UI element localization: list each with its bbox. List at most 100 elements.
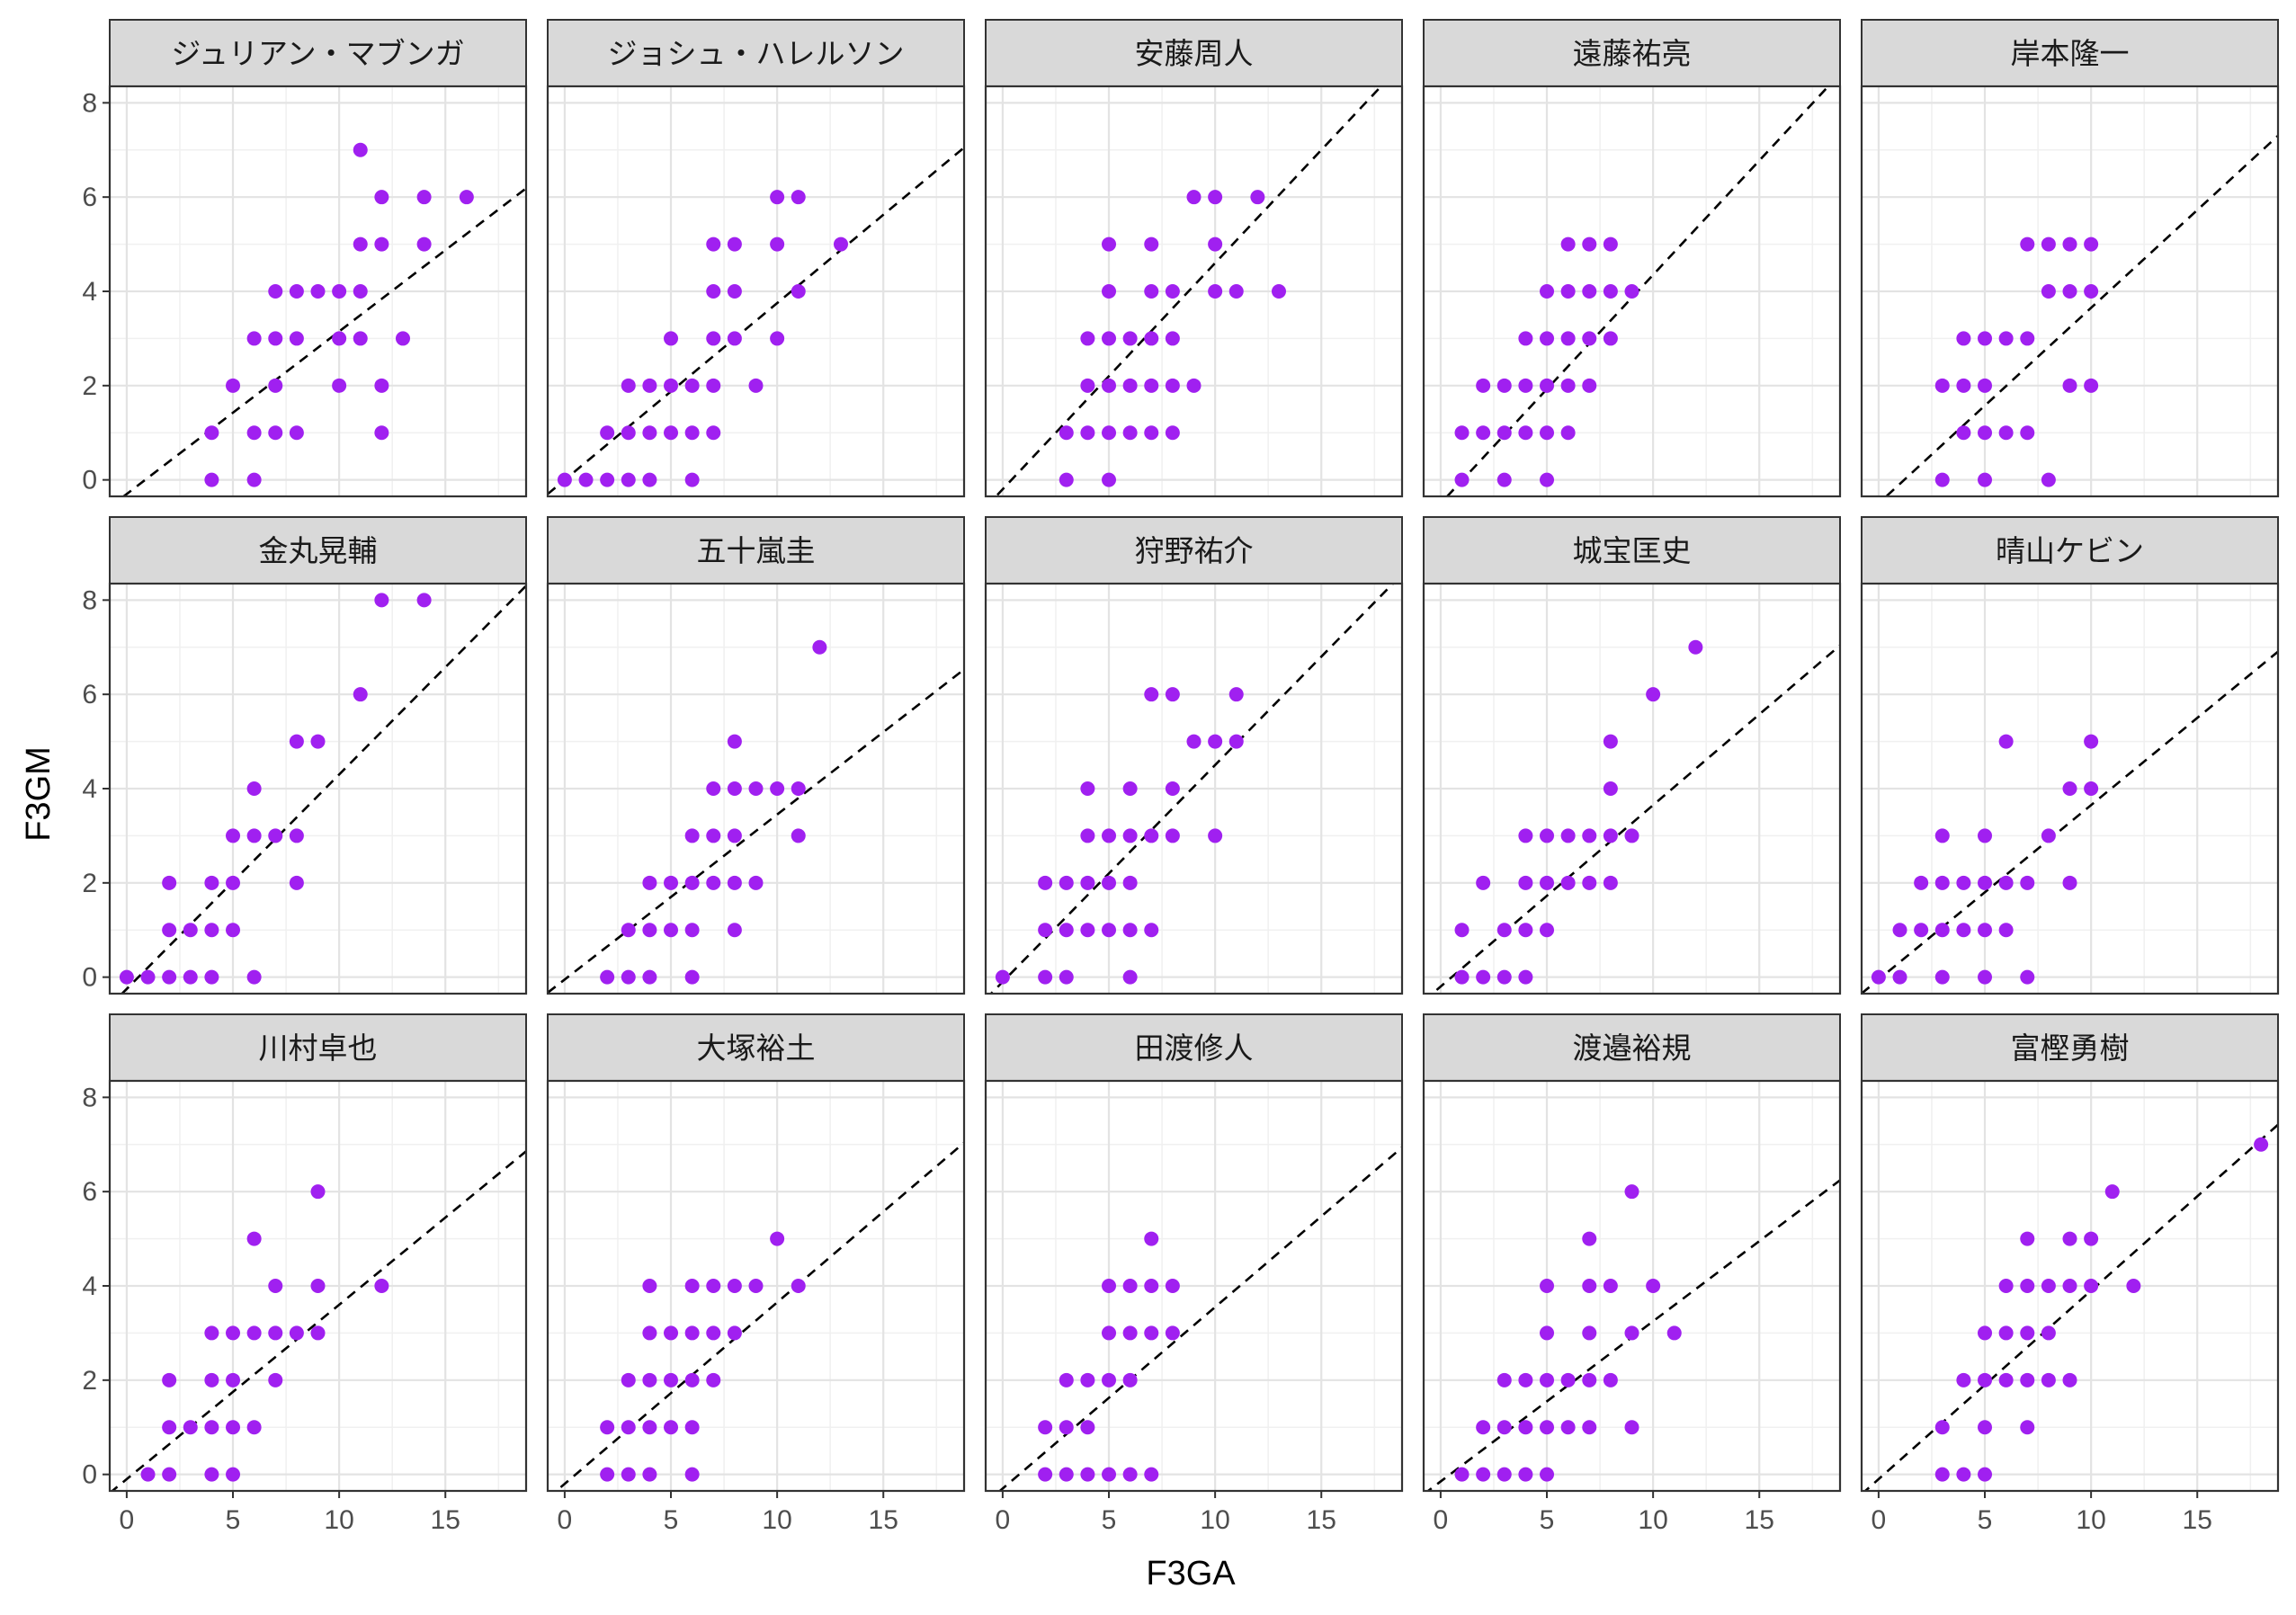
data-point <box>621 472 636 487</box>
data-point <box>1582 1231 1597 1246</box>
data-point <box>1038 875 1053 890</box>
data-point <box>1038 969 1053 985</box>
data-point <box>1978 1372 1993 1387</box>
y-tick-label: 8 <box>82 585 97 615</box>
points <box>1871 734 2099 985</box>
data-point <box>1059 969 1074 985</box>
data-point <box>268 378 283 393</box>
data-point <box>706 875 721 890</box>
data-point <box>2020 236 2035 252</box>
data-point <box>600 1467 615 1482</box>
data-point <box>1454 1467 1470 1482</box>
data-point <box>2020 331 2035 346</box>
data-point <box>1208 734 1223 749</box>
y-tick-label: 8 <box>82 1083 97 1112</box>
data-point <box>770 190 785 205</box>
y-tick-label: 2 <box>82 1366 97 1396</box>
data-point <box>664 875 679 890</box>
data-point <box>2020 425 2035 441</box>
data-point <box>1603 781 1618 796</box>
data-point <box>727 1325 742 1341</box>
data-point <box>1998 734 2014 749</box>
data-point <box>1540 828 1555 843</box>
data-point <box>1934 828 1950 843</box>
data-point <box>374 378 389 393</box>
data-point <box>812 639 827 655</box>
data-point <box>1560 828 1576 843</box>
data-point <box>162 1372 177 1387</box>
data-point <box>204 1420 219 1435</box>
data-point <box>621 1420 636 1435</box>
data-point <box>684 828 700 843</box>
data-point <box>600 969 615 985</box>
data-point <box>706 425 721 441</box>
data-point <box>2062 1279 2077 1293</box>
data-point <box>706 1279 721 1293</box>
data-point <box>1144 923 1159 938</box>
data-point <box>2126 1279 2141 1293</box>
data-point <box>1978 1467 1993 1482</box>
data-point <box>1560 236 1576 252</box>
data-point <box>353 236 368 252</box>
data-point <box>1271 284 1286 299</box>
data-point <box>1603 734 1618 749</box>
data-point <box>1165 331 1180 346</box>
data-point <box>246 425 262 441</box>
y-tick-label: 4 <box>82 774 97 804</box>
data-point <box>1518 1372 1533 1387</box>
data-point <box>268 331 283 346</box>
data-point <box>727 236 742 252</box>
data-point <box>1059 1420 1074 1435</box>
data-point <box>1582 378 1597 393</box>
x-tick-label: 5 <box>1102 1505 1117 1535</box>
data-point <box>1582 1279 1597 1293</box>
data-point <box>2254 1137 2269 1152</box>
x-tick-label: 0 <box>1434 1505 1449 1535</box>
x-tick-label: 5 <box>1540 1505 1555 1535</box>
data-point <box>2062 236 2077 252</box>
data-point <box>1208 828 1223 843</box>
data-point <box>162 923 177 938</box>
data-point <box>1540 923 1555 938</box>
data-point <box>706 781 721 796</box>
data-point <box>1122 1467 1138 1482</box>
dashed-reference-line <box>1430 644 1840 994</box>
gridlines <box>110 584 526 994</box>
data-point <box>1518 378 1533 393</box>
facet-strip-label: 城宝匡史 <box>1573 533 1692 568</box>
data-point <box>1540 1279 1555 1293</box>
dashed-reference-line <box>1862 650 2278 994</box>
points <box>600 1231 806 1482</box>
data-point <box>2020 1372 2035 1387</box>
data-point <box>642 1420 657 1435</box>
data-point <box>684 425 700 441</box>
y-tick-label: 8 <box>82 88 97 118</box>
data-point <box>770 1231 785 1246</box>
data-point <box>1165 378 1180 393</box>
data-point <box>268 1279 283 1293</box>
data-point <box>1582 1372 1597 1387</box>
data-point <box>2062 875 2077 890</box>
data-point <box>600 472 615 487</box>
data-point <box>1582 236 1597 252</box>
facet-strip <box>109 1013 527 1082</box>
data-point <box>1540 425 1555 441</box>
data-point <box>1624 828 1639 843</box>
data-point <box>310 734 326 749</box>
data-point <box>1496 472 1512 487</box>
data-point <box>268 284 283 299</box>
data-point <box>1978 1420 1993 1435</box>
facet-strip-label: ジョシュ・ハレルソン <box>608 36 905 71</box>
data-point <box>246 828 262 843</box>
data-point <box>1165 425 1180 441</box>
data-point <box>1122 969 1138 985</box>
y-tick-label: 0 <box>82 466 97 495</box>
dashed-reference-line <box>110 1150 526 1491</box>
data-point <box>1603 1279 1618 1293</box>
points <box>204 142 474 487</box>
data-point <box>1476 969 1491 985</box>
facet-panel: 田渡修人 0 5 10 15 <box>984 1013 1404 1535</box>
data-point <box>268 828 283 843</box>
facet-strip-label: 田渡修人 <box>1135 1031 1254 1066</box>
panel-border <box>1860 85 2280 498</box>
